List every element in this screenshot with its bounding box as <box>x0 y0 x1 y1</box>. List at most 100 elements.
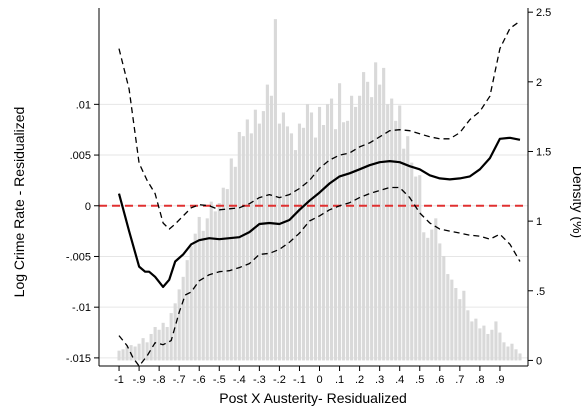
histogram-bar <box>370 97 374 361</box>
histogram-bar <box>458 299 462 361</box>
histogram-bar <box>317 106 322 361</box>
histogram-bar <box>297 123 302 361</box>
y2-tick-label: .5 <box>536 286 545 298</box>
histogram-bar <box>197 216 201 361</box>
x-tick-label: -.1 <box>293 374 306 386</box>
histogram-bar <box>398 105 402 361</box>
histogram-bar <box>229 158 233 361</box>
histogram-bar <box>169 313 173 361</box>
histogram-bar <box>414 176 418 361</box>
histogram-bar <box>430 229 434 361</box>
histogram-bar <box>342 122 346 361</box>
histogram-bar <box>454 287 458 361</box>
histogram-bar <box>390 98 394 361</box>
histogram-bar <box>394 120 398 361</box>
histogram-bar <box>446 274 450 361</box>
x-tick-label: -.9 <box>133 374 146 386</box>
histogram-bar <box>502 342 506 361</box>
histogram-bar <box>474 318 478 361</box>
histogram-bar <box>125 346 129 361</box>
histogram-bar <box>374 62 378 361</box>
histogram-bar <box>434 218 438 361</box>
y2-tick-label: 1 <box>536 216 542 228</box>
histogram-bar <box>237 131 241 361</box>
histogram-bar <box>482 325 486 361</box>
histogram-bar <box>165 326 169 361</box>
x-tick-label: -.5 <box>213 374 226 386</box>
histogram-bar <box>366 81 370 361</box>
histogram-bar <box>225 189 229 361</box>
histogram-bar <box>213 211 217 361</box>
x-tick-label: .2 <box>355 374 364 386</box>
histogram-bar <box>386 104 390 361</box>
histogram-bar <box>185 260 189 361</box>
x-tick-label: -.7 <box>173 374 186 386</box>
y2-tick-label: 2.5 <box>536 7 551 19</box>
x-tick-label: .1 <box>335 374 344 386</box>
histogram-bar <box>277 123 281 361</box>
y-axis-title: Log Crime Rate - Residualized <box>11 107 27 298</box>
histogram-bar <box>378 84 382 361</box>
histogram-bar <box>498 332 502 361</box>
x-tick-label: .4 <box>395 374 404 386</box>
histogram-bar <box>354 106 358 361</box>
y-tick-label: -.01 <box>72 302 91 314</box>
histogram-bar <box>137 343 141 361</box>
histogram-bar <box>450 279 454 361</box>
histogram-bar <box>269 95 273 361</box>
histogram-bar <box>478 328 482 361</box>
y-tick-label: -.015 <box>66 353 91 365</box>
point-estimate-line <box>117 136 521 288</box>
histogram-bar <box>438 243 442 361</box>
histogram-bar <box>293 150 298 361</box>
histogram-bar <box>346 120 350 361</box>
x-tick-label: -.8 <box>153 374 166 386</box>
x-tick-label: -.6 <box>193 374 206 386</box>
histogram-bar <box>337 83 342 361</box>
histogram-bar <box>133 346 137 361</box>
histogram-bar <box>281 112 285 361</box>
histogram-bar <box>149 333 153 361</box>
x-tick-label: .7 <box>455 374 464 386</box>
histogram-bar <box>209 201 213 361</box>
histogram-bar <box>518 353 522 361</box>
histogram-bar <box>333 129 338 361</box>
y-tick-label: -.005 <box>66 251 91 263</box>
histogram-bar <box>490 329 494 361</box>
histogram-bar <box>418 175 422 361</box>
histogram-bar <box>177 289 181 361</box>
histogram-bar <box>181 276 185 361</box>
histogram-bar <box>406 136 410 361</box>
histogram-bar <box>321 125 326 361</box>
y2-tick-label: 2 <box>536 77 542 89</box>
histogram-bar <box>486 333 490 361</box>
histogram-bar <box>201 230 205 361</box>
histogram-bar <box>305 104 310 361</box>
histogram-bar <box>157 329 161 361</box>
x-tick-label: .6 <box>435 374 444 386</box>
histogram-bar <box>257 123 261 361</box>
x-axis-title: Post X Austerity- Residualized <box>219 390 407 406</box>
histogram-bar <box>245 119 249 361</box>
histogram-bar <box>514 349 518 361</box>
histogram-bar <box>362 72 366 361</box>
histogram-bar <box>205 218 209 361</box>
histogram-bar <box>325 104 330 361</box>
histogram-bar <box>173 303 177 361</box>
histogram-bar <box>350 95 354 361</box>
ticks: -.015 -.01 -.005 0 .005 .01 0 .5 1 1.5 2 2.5 -1 -.9 -.… <box>66 7 551 386</box>
histogram-bar <box>462 290 466 361</box>
histogram-bar <box>189 246 193 361</box>
histogram-bar <box>309 112 314 361</box>
estimate-lines <box>99 20 528 367</box>
confidence-bound-line <box>118 186 521 367</box>
x-tick-label: .5 <box>415 374 424 386</box>
density-histogram <box>117 19 522 361</box>
histogram-bar <box>161 322 165 361</box>
y2-axis-title: Density (%) <box>570 166 581 238</box>
histogram-bar <box>301 127 306 361</box>
histogram-bar <box>402 148 406 361</box>
x-tick-label: -.3 <box>253 374 266 386</box>
histogram-bar <box>422 232 426 361</box>
